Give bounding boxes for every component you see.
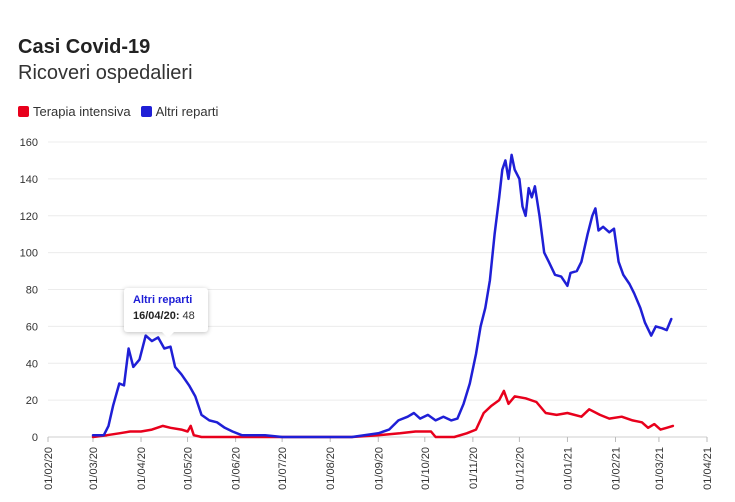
series-line-terapia-intensiva xyxy=(91,389,675,439)
series-line-altri-reparti xyxy=(91,153,673,439)
tooltip-date: 16/04/20: xyxy=(133,310,180,322)
y-tick-label: 100 xyxy=(20,248,38,260)
x-tick-label: 01/10/20 xyxy=(420,447,432,490)
legend: Terapia intensiva Altri reparti xyxy=(18,104,228,119)
y-tick-label: 160 xyxy=(20,137,38,149)
x-tick-label: 01/04/20 xyxy=(136,447,148,490)
y-tick-label: 120 xyxy=(20,211,38,223)
x-tick-label: 01/03/21 xyxy=(654,447,666,490)
x-tick-label: 01/02/20 xyxy=(43,447,55,490)
chart-title: Casi Covid-19 xyxy=(18,36,151,58)
y-tick-label: 80 xyxy=(26,285,38,297)
x-tick-label: 01/04/21 xyxy=(702,447,714,490)
legend-label-altri-reparti: Altri reparti xyxy=(155,104,219,119)
x-tick-label: 01/08/20 xyxy=(325,447,337,490)
legend-label-terapia-intensiva: Terapia intensiva xyxy=(33,104,131,119)
x-tick-label: 01/05/20 xyxy=(183,447,195,490)
tooltip-value: 48 xyxy=(182,310,195,322)
x-tick-label: 01/11/20 xyxy=(468,447,480,489)
x-tick-label: 01/07/20 xyxy=(277,447,289,490)
tooltip-pointer xyxy=(162,332,174,338)
tooltip-line: 16/04/20: 48 xyxy=(133,310,195,322)
tooltip: Altri reparti 16/04/20: 48 xyxy=(124,288,208,338)
chart-subtitle: Ricoveri ospedalieri xyxy=(18,62,193,84)
y-tick-label: 40 xyxy=(26,358,38,370)
x-tick-label: 01/02/21 xyxy=(611,447,623,490)
y-tick-label: 0 xyxy=(32,432,38,444)
legend-swatch-altri-reparti xyxy=(140,106,152,117)
x-tick-label: 01/01/21 xyxy=(562,447,574,490)
legend-swatch-terapia-intensiva xyxy=(18,106,29,117)
legend-item-altri-reparti[interactable]: Altri reparti xyxy=(140,104,219,119)
x-tick-label: 01/09/20 xyxy=(373,447,385,490)
y-tick-label: 20 xyxy=(26,395,38,407)
legend-item-terapia-intensiva[interactable]: Terapia intensiva xyxy=(18,104,131,119)
x-tick-label: 01/03/20 xyxy=(88,447,100,490)
x-tick-label: 01/12/20 xyxy=(514,447,526,490)
y-tick-label: 60 xyxy=(26,321,38,333)
y-tick-label: 140 xyxy=(20,174,38,186)
tooltip-series-name: Altri reparti xyxy=(133,294,193,306)
x-tick-label: 01/06/20 xyxy=(231,447,243,490)
